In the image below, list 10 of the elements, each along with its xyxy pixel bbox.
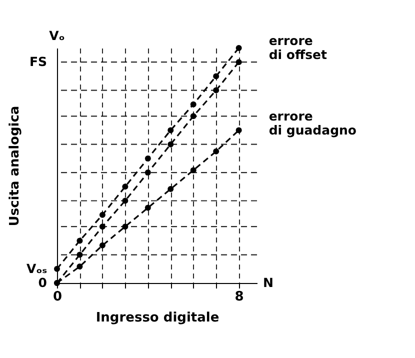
annotation: errore di guadagno xyxy=(268,108,357,138)
text: 0 xyxy=(38,275,48,290)
text: Vₒ xyxy=(49,28,65,43)
x-tick-label: 8 xyxy=(234,290,244,304)
x-axis-title: Ingresso digitale xyxy=(96,310,220,326)
annotation: errore di offset xyxy=(268,33,328,62)
text: N xyxy=(263,275,274,290)
y-axis-title: Uscita analogica xyxy=(8,106,22,226)
text: FS xyxy=(29,54,47,70)
text: Vₒₛ xyxy=(26,260,48,276)
